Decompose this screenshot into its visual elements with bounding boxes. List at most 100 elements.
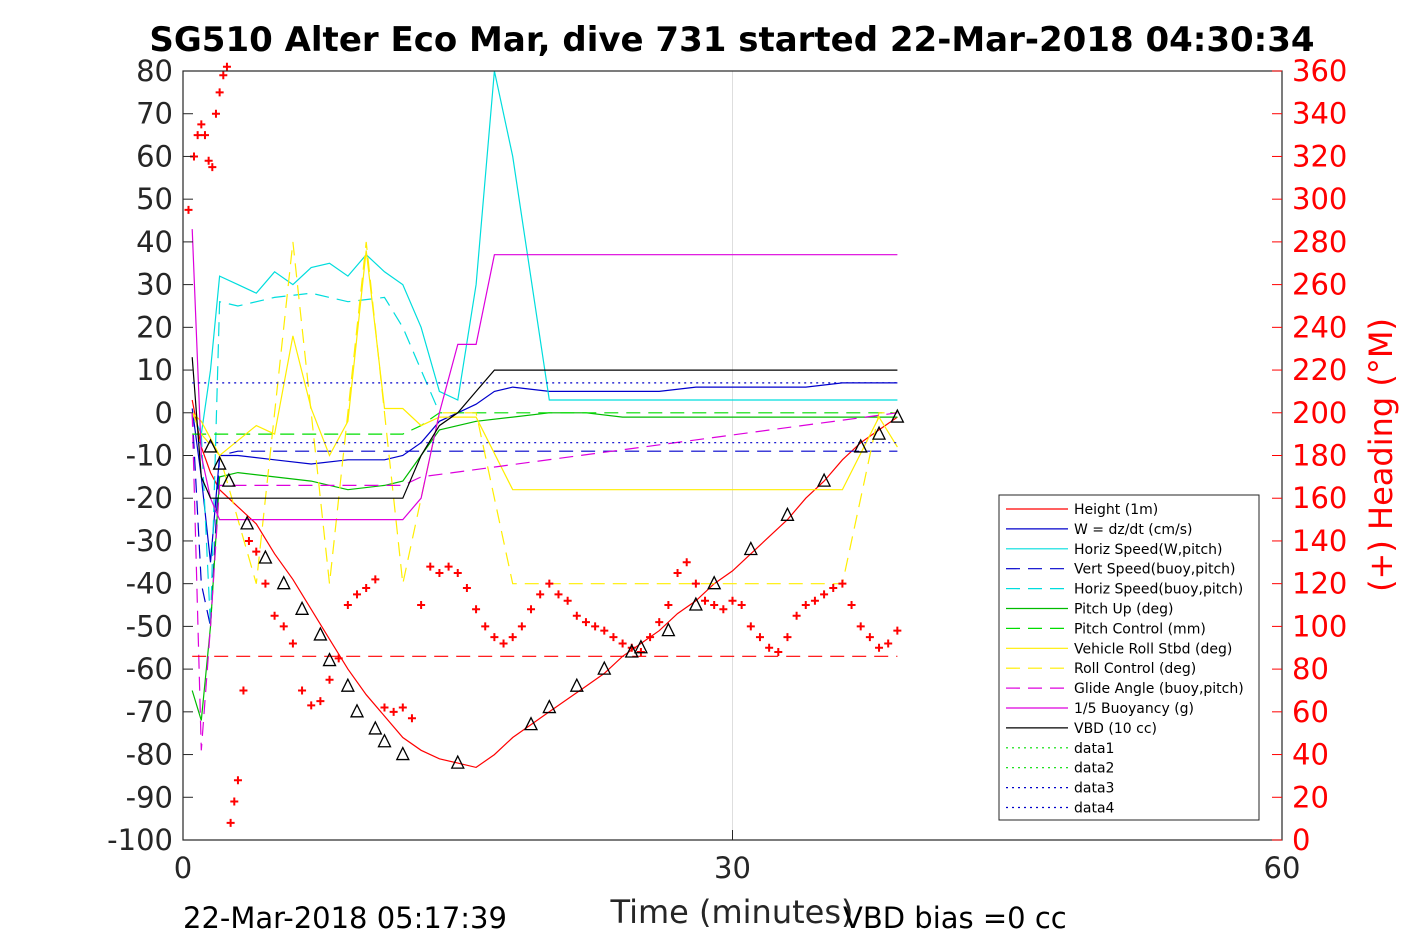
heading-point xyxy=(270,611,279,620)
legend-entry: Vert Speed(buoy,pitch) xyxy=(1074,562,1236,578)
y-right-tick-label: 320 xyxy=(1292,139,1347,173)
legend-entry: Pitch Up (deg) xyxy=(1074,602,1173,618)
heading-point xyxy=(563,596,572,605)
heading-point xyxy=(536,590,545,599)
y-right-tick-label: 40 xyxy=(1292,738,1329,772)
x-tick-label: 0 xyxy=(174,851,192,885)
heading-point xyxy=(829,583,838,592)
y-tick-label: -40 xyxy=(126,567,173,601)
heading-point xyxy=(481,622,490,631)
heading-point xyxy=(517,622,526,631)
y-right-tick-label: 160 xyxy=(1292,481,1347,515)
heading-point xyxy=(499,639,508,648)
legend-entry: data4 xyxy=(1074,801,1115,817)
chart-title: SG510 Alter Eco Mar, dive 731 started 22… xyxy=(149,20,1314,60)
y-right-tick-label: 360 xyxy=(1292,54,1347,88)
heading-point xyxy=(710,601,719,610)
x-tick-label: 30 xyxy=(714,851,751,885)
heading-point xyxy=(646,633,655,642)
legend-entry: W = dz/dt (cm/s) xyxy=(1074,522,1193,538)
heading-point xyxy=(691,579,700,588)
y-tick-label: -50 xyxy=(126,609,173,643)
triangle-marker xyxy=(661,622,676,637)
y-tick-label: -60 xyxy=(126,652,173,686)
heading-point xyxy=(208,163,217,172)
heading-point xyxy=(279,622,288,631)
heading-point xyxy=(618,639,627,648)
y-tick-label: 50 xyxy=(136,182,173,216)
series-line xyxy=(192,412,898,435)
y-right-tick-label: 100 xyxy=(1292,609,1347,643)
x-axis-label: Time (minutes) xyxy=(610,893,854,931)
heading-point xyxy=(719,605,728,614)
legend-entry: Roll Control (deg) xyxy=(1074,661,1196,677)
heading-point xyxy=(426,562,435,571)
triangle-marker xyxy=(349,703,365,718)
legend-entry: data2 xyxy=(1074,761,1114,777)
y-right-tick-label: 280 xyxy=(1292,225,1347,259)
legend-entry: Height (1m) xyxy=(1074,502,1158,518)
heading-point xyxy=(261,579,270,588)
triangle-marker xyxy=(377,733,392,748)
y-right-tick-label: 260 xyxy=(1292,268,1347,302)
series-line xyxy=(191,292,440,627)
heading-point xyxy=(244,536,253,545)
triangle-marker xyxy=(707,575,722,590)
y-right-tick-label: 20 xyxy=(1292,780,1329,814)
heading-point xyxy=(222,62,231,71)
y-axis-right-ticks: 3603403203002802602402202001801601401201… xyxy=(1272,54,1347,857)
triangle-marker xyxy=(276,575,291,590)
heading-point xyxy=(215,88,224,97)
heading-point xyxy=(298,686,307,695)
heading-point xyxy=(609,633,618,642)
heading-point xyxy=(334,654,343,663)
triangle-marker xyxy=(633,639,648,654)
triangle-marker xyxy=(871,425,887,440)
legend-entry: Horiz Speed(buoy,pitch) xyxy=(1074,582,1243,598)
y-tick-label: 10 xyxy=(136,353,173,387)
heading-point xyxy=(728,596,737,605)
heading-point xyxy=(765,643,774,652)
heading-point xyxy=(490,633,499,642)
heading-point xyxy=(737,601,746,610)
y-right-tick-label: 80 xyxy=(1292,652,1329,686)
heading-point xyxy=(233,776,242,785)
heading-point xyxy=(792,611,801,620)
heading-point xyxy=(389,707,398,716)
triangle-marker xyxy=(203,438,218,453)
y-right-tick-label: 0 xyxy=(1292,823,1310,857)
triangle-marker xyxy=(221,472,236,487)
triangle-marker xyxy=(240,515,255,530)
heading-point xyxy=(755,633,764,642)
heading-point xyxy=(673,568,682,577)
triangle-marker xyxy=(542,699,557,714)
heading-point xyxy=(200,131,209,140)
triangle-marker xyxy=(890,408,905,423)
heading-point xyxy=(211,109,220,118)
legend-entry: data1 xyxy=(1074,741,1114,757)
legend-entry: Pitch Control (mm) xyxy=(1074,621,1206,637)
footer-vbd-bias: VBD bias =0 cc xyxy=(843,901,1067,935)
series-line xyxy=(191,250,898,491)
heading-point xyxy=(875,643,884,652)
y-tick-label: 40 xyxy=(136,225,173,259)
x-tick-label: 60 xyxy=(1264,851,1301,885)
y-right-tick-label: 200 xyxy=(1292,396,1347,430)
heading-point xyxy=(353,590,362,599)
heading-point xyxy=(197,120,206,129)
triangle-marker xyxy=(212,455,227,470)
heading-point xyxy=(865,633,874,642)
heading-point xyxy=(230,797,239,806)
triangle-marker xyxy=(817,472,832,487)
triangle-marker xyxy=(258,549,273,564)
y-axis-ticks: 80 70 60 50 40 30 20 10 0 -10 -20 -30 -40 -50 -60 -70 -8… xyxy=(107,54,193,857)
y-tick-label: -90 xyxy=(126,780,173,814)
triangle-marker xyxy=(624,643,639,658)
y-right-tick-label: 180 xyxy=(1292,439,1347,473)
legend-entry: Vehicle Roll Stbd (deg) xyxy=(1074,641,1232,657)
triangle-marker xyxy=(743,541,758,556)
heading-point xyxy=(600,626,609,635)
y-tick-label: 0 xyxy=(155,396,173,430)
heading-point xyxy=(380,703,389,712)
